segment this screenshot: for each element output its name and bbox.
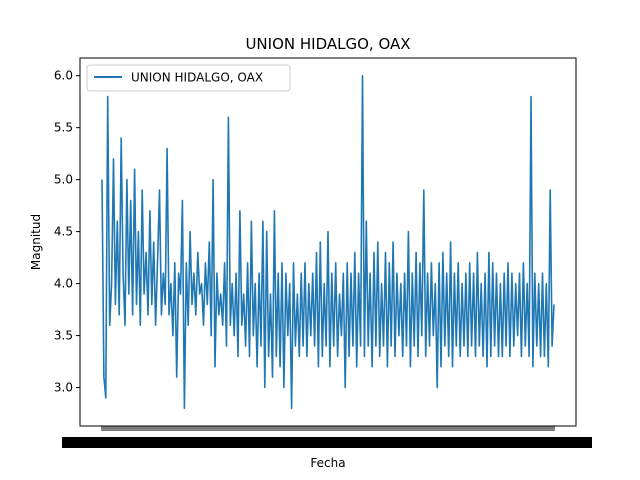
series-line xyxy=(101,74,555,410)
y-tick-label: 4.0 xyxy=(54,277,73,291)
series-layer xyxy=(101,74,555,410)
y-tick-label: 3.5 xyxy=(54,329,73,343)
legend-entry: UNION HIDALGO, OAX xyxy=(131,71,263,85)
x-axis xyxy=(62,426,592,448)
x-axis-label: Fecha xyxy=(310,456,345,470)
x-tick-labels-overlap xyxy=(62,437,592,448)
legend-box xyxy=(86,64,291,92)
y-tick-label: 6.0 xyxy=(54,69,73,83)
chart-title: UNION HIDALGO, OAX xyxy=(245,35,410,53)
legend: UNION HIDALGO, OAX xyxy=(86,64,291,92)
y-axis-label: Magnitud xyxy=(29,214,43,270)
y-tick-label: 4.5 xyxy=(54,225,73,239)
y-axis: 3.0 3.5 4.0 4.5 5.0 5.5 6.0 xyxy=(54,69,80,395)
y-tick-label: 5.0 xyxy=(54,173,73,187)
y-tick-label: 3.0 xyxy=(54,381,73,395)
y-tick-label: 5.5 xyxy=(54,121,73,135)
